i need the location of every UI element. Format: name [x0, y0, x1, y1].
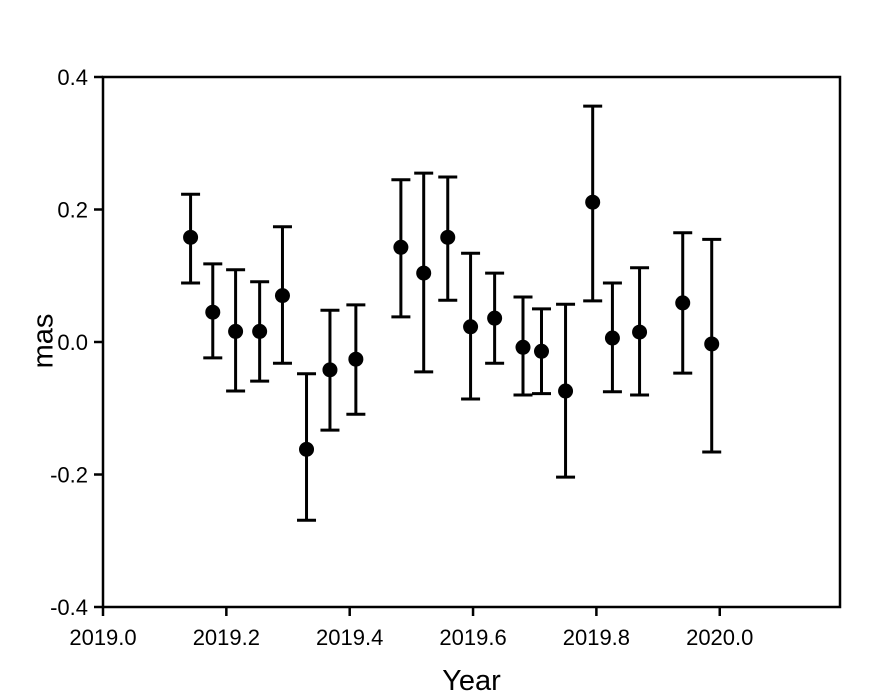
- data-marker: [632, 324, 648, 340]
- data-marker: [299, 441, 315, 457]
- data-marker: [393, 239, 409, 255]
- data-marker: [463, 319, 479, 335]
- data-point: [391, 178, 411, 319]
- data-point: [556, 302, 576, 479]
- y-axis-title: mas: [27, 313, 60, 369]
- data-point: [602, 281, 622, 394]
- x-tick-label: 2019.6: [439, 625, 506, 650]
- data-point: [702, 237, 722, 454]
- data-point: [250, 280, 270, 383]
- data-point: [272, 225, 292, 365]
- data-marker: [704, 336, 720, 352]
- data-marker: [205, 304, 221, 320]
- data-point: [181, 192, 201, 285]
- data-marker: [440, 229, 456, 245]
- data-marker: [252, 323, 268, 339]
- data-point: [531, 307, 551, 396]
- data-point: [673, 231, 693, 375]
- data-marker: [533, 343, 549, 359]
- y-tick-label: 0.2: [57, 198, 88, 223]
- data-point: [461, 251, 481, 401]
- data-point: [485, 271, 505, 365]
- data-point: [583, 104, 603, 303]
- x-tick-label: 2019.8: [563, 625, 630, 650]
- data-marker: [604, 330, 620, 346]
- data-marker: [322, 362, 338, 378]
- x-tick-label: 2019.0: [69, 625, 136, 650]
- x-tick-label: 2020.0: [686, 625, 753, 650]
- data-marker: [585, 194, 601, 210]
- data-marker: [183, 229, 199, 245]
- data-point: [320, 308, 340, 432]
- data-marker: [348, 351, 364, 367]
- y-tick-label: 0.4: [57, 65, 88, 90]
- data-point: [630, 266, 650, 397]
- x-tick-label: 2019.2: [193, 625, 260, 650]
- y-tick-label: 0.0: [57, 330, 88, 355]
- data-point: [226, 268, 246, 393]
- data-point: [297, 372, 317, 522]
- data-marker: [675, 295, 691, 311]
- data-marker: [487, 310, 503, 326]
- x-tick-label: 2019.4: [316, 625, 383, 650]
- data-marker: [558, 383, 574, 399]
- data-point: [414, 171, 434, 374]
- y-tick-label: -0.2: [50, 463, 88, 488]
- data-point: [438, 175, 458, 302]
- data-point: [513, 295, 533, 397]
- y-tick-label: -0.4: [50, 595, 88, 620]
- data-marker: [274, 288, 290, 304]
- data-point: [346, 303, 366, 416]
- data-marker: [228, 323, 244, 339]
- data-point: [203, 262, 223, 360]
- data-marker: [515, 339, 531, 355]
- x-axis-title: Year: [442, 665, 501, 697]
- data-marker: [416, 265, 432, 281]
